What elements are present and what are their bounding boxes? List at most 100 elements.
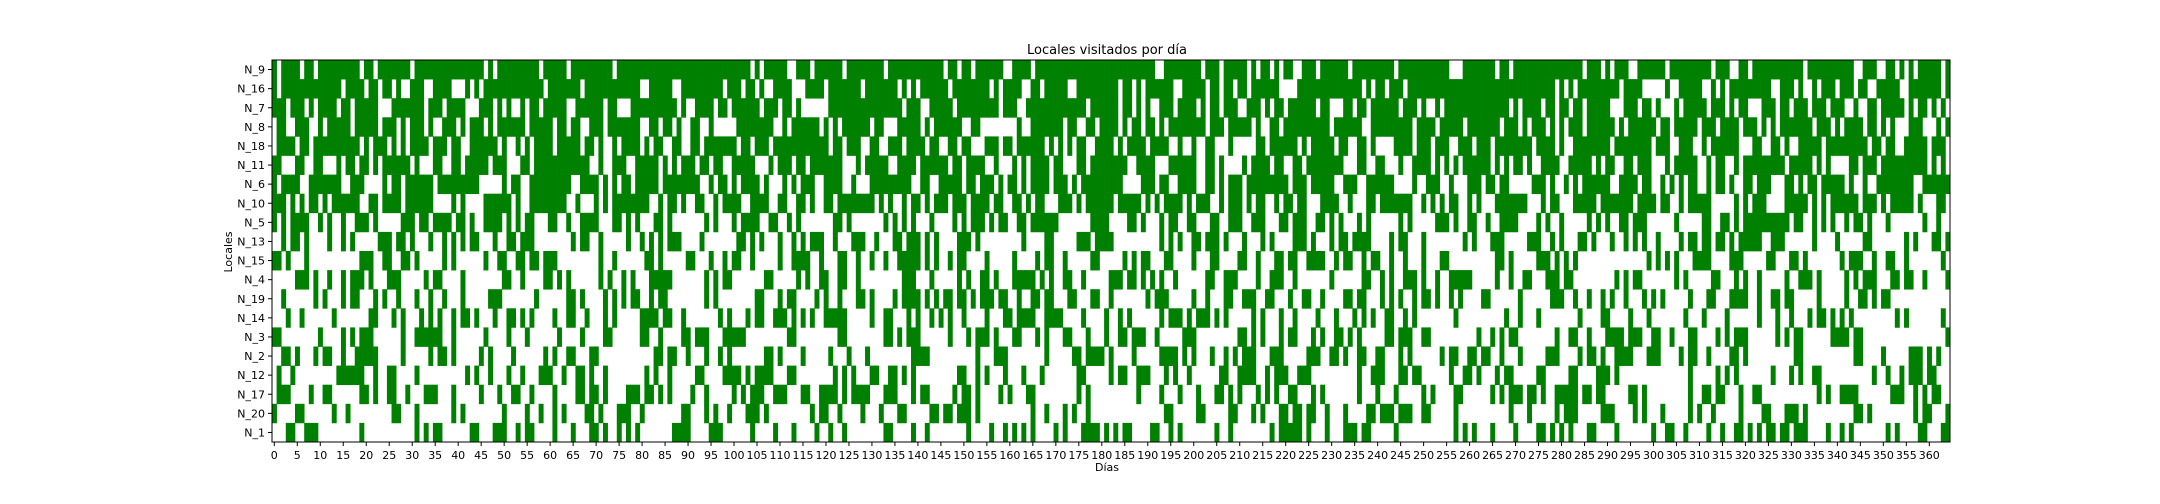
heatmap-cell [1770,136,1776,156]
heatmap-cell [1287,327,1293,347]
heatmap-cell [1246,98,1252,118]
heatmap-cell [1035,136,1041,156]
heatmap-cell [874,117,880,137]
heatmap-cell [1306,251,1312,271]
heatmap-cell [1402,403,1408,424]
heatmap-cell [1789,308,1795,328]
heatmap-cell [566,79,572,99]
heatmap-cell [1356,289,1362,309]
heatmap-cell [1793,403,1799,424]
heatmap-cell [350,289,356,309]
heatmap-cell [1655,327,1661,347]
heatmap-cell [534,98,539,118]
heatmap-cell [1191,98,1197,118]
heatmap-cell [1467,365,1473,386]
heatmap-cell [1697,98,1703,118]
heatmap-cell [1062,193,1068,214]
heatmap-cell [1016,270,1022,290]
heatmap-cell [1356,365,1362,386]
heatmap-cell [1471,155,1477,175]
heatmap-cell [901,60,907,80]
heatmap-cell [791,365,797,386]
heatmap-cell [552,193,558,214]
heatmap-cell [956,289,962,309]
heatmap-cell [409,193,415,214]
heatmap-cell [1853,251,1859,271]
heatmap-cell [630,117,636,137]
heatmap-cell [1798,60,1804,80]
heatmap-cell [842,327,848,347]
heatmap-cell [1053,60,1059,80]
heatmap-cell [1370,308,1376,328]
heatmap-cell [943,403,949,424]
heatmap-cell [901,365,907,386]
heatmap-cell [547,79,553,99]
heatmap-cell [869,251,875,271]
heatmap-cell [524,79,530,99]
heatmap-cell [1899,193,1905,214]
heatmap-cell [391,270,397,290]
heatmap-cell [534,289,539,309]
heatmap-cell [1269,174,1275,195]
heatmap-cell [837,270,843,290]
heatmap-cell [1214,79,1220,99]
heatmap-cell [1053,79,1059,99]
heatmap-cell [340,365,346,386]
heatmap-cell [773,308,779,328]
heatmap-cell [1104,79,1110,99]
heatmap-cell [1545,136,1551,156]
heatmap-cell [1237,79,1243,99]
heatmap-cell [1573,136,1578,156]
heatmap-cell [1343,174,1349,195]
heatmap-cell [515,60,521,80]
heatmap-cell [1343,346,1349,366]
heatmap-cell [1292,270,1298,290]
heatmap-cell [345,193,351,214]
heatmap-cell [952,117,958,137]
heatmap-cell [1030,422,1036,443]
heatmap-cell [1733,136,1739,156]
heatmap-cell [750,403,756,424]
x-tick-label: 345 [1850,449,1871,462]
heatmap-cell [405,155,411,175]
heatmap-cell [1094,422,1100,443]
heatmap-cell [1269,270,1275,290]
heatmap-cell [1720,79,1726,99]
heatmap-cell [363,212,369,233]
heatmap-cell [855,136,861,156]
heatmap-cell [391,60,397,80]
heatmap-cell [442,251,448,271]
heatmap-cell [1196,60,1201,80]
x-tick-label: 260 [1459,449,1480,462]
heatmap-cell [1885,289,1891,309]
heatmap-cell [658,98,664,118]
heatmap-cell [956,79,962,99]
heatmap-cell [1485,117,1491,137]
heatmap-cell [1715,384,1721,405]
heatmap-cell [1067,136,1073,156]
heatmap-cell [851,231,857,252]
heatmap-cell [382,79,388,99]
heatmap-cell [865,98,870,118]
heatmap-cell [1209,174,1215,195]
heatmap-cell [759,289,765,309]
heatmap-cell [1182,155,1188,175]
heatmap-cell [952,60,958,80]
heatmap-cell [1320,174,1326,195]
heatmap-cell [1439,136,1445,156]
heatmap-cell [819,384,825,405]
heatmap-cell [1292,155,1298,175]
heatmap-cell [947,251,953,271]
heatmap-cell [1637,117,1643,137]
heatmap-cell [878,98,884,118]
heatmap-cell [1136,384,1142,405]
heatmap-cell [1577,308,1583,328]
heatmap-cell [1641,98,1647,118]
heatmap-cell [1315,174,1321,195]
heatmap-cell [832,384,838,405]
heatmap-cell [832,365,838,386]
heatmap-cell [1494,270,1500,290]
heatmap-cell [906,60,912,80]
heatmap-cell [432,79,438,99]
heatmap-cell [1439,212,1445,233]
